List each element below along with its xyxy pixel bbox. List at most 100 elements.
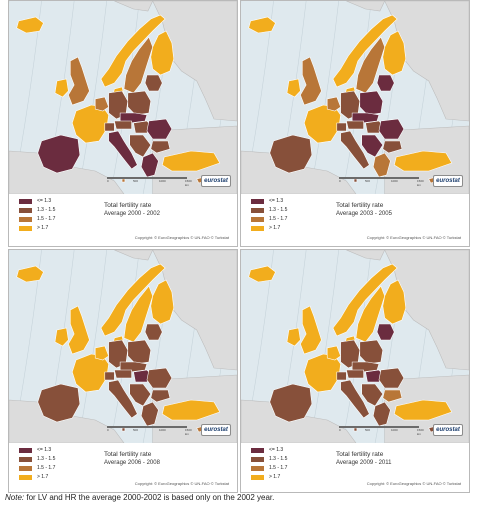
scale-tick: 1000 [391, 428, 398, 432]
region-bulgaria [150, 389, 171, 403]
region-ch [104, 122, 115, 132]
map-period: Average 2009 - 2011 [336, 460, 392, 466]
region-italy [340, 379, 370, 419]
region-finland [150, 279, 175, 325]
region-greece [140, 401, 159, 427]
legend-item: > 1.7 [19, 225, 89, 233]
legend-item: 1.3 - 1.5 [19, 456, 89, 464]
scale-tick: 1500 km [417, 428, 424, 436]
region-romania [146, 118, 173, 140]
eurostat-logo: eurostat [433, 424, 463, 436]
scale-line [107, 177, 187, 179]
region-bulgaria [382, 389, 403, 403]
region-ch [336, 371, 347, 381]
scale-tick: 1500 km [185, 179, 192, 187]
scale-tick: 0 [339, 428, 341, 432]
scale-tick: 1000 [159, 179, 166, 183]
region-turkey [393, 399, 453, 421]
region-baltics [376, 323, 395, 341]
map-svg [9, 1, 237, 194]
region-malta [353, 178, 358, 183]
region-benelux [94, 345, 109, 361]
region-ireland [286, 327, 301, 347]
copyright-text: Copyright: © EuroGeographics © UN-FAO © … [366, 481, 461, 486]
region-finland [150, 30, 175, 76]
region-iberia [37, 383, 81, 423]
scale-tick: 500 [133, 179, 139, 183]
legend-label: 1.3 - 1.5 [37, 456, 56, 462]
region-bulgaria [150, 140, 171, 154]
legend-item: <= 1.3 [19, 198, 89, 206]
region-poland [127, 339, 152, 365]
legend-swatch [19, 475, 32, 480]
legend-label: 1.5 - 1.7 [37, 216, 56, 222]
non-eu-land [114, 250, 154, 261]
region-malta [121, 178, 126, 183]
legend-label: <= 1.3 [37, 198, 52, 204]
region-finland [382, 30, 407, 76]
map-title: Total fertility rate [336, 451, 384, 458]
scale-tick: 500 [365, 179, 371, 183]
region-turkey [161, 150, 221, 172]
region-ch [104, 371, 115, 381]
legend-label: 1.3 - 1.5 [37, 207, 56, 213]
legend-swatch [19, 217, 32, 222]
region-romania [378, 118, 405, 140]
legend-label: > 1.7 [269, 474, 281, 480]
legend-item: > 1.7 [19, 474, 89, 482]
eurostat-logo: eurostat [201, 424, 231, 436]
region-iceland [16, 265, 44, 283]
region-poland [359, 339, 384, 365]
scale-line [107, 426, 187, 428]
legend-item: 1.3 - 1.5 [19, 207, 89, 215]
legend-item: > 1.7 [251, 474, 321, 482]
legend-swatch [19, 448, 32, 453]
region-benelux [326, 96, 341, 112]
copyright-text: Copyright: © EuroGeographics © UN-FAO © … [366, 235, 461, 240]
region-at [346, 369, 364, 379]
region-balkans [129, 134, 152, 158]
eurostat-logo: eurostat [201, 175, 231, 187]
map-svg [241, 1, 469, 194]
legend-swatch [251, 208, 264, 213]
legend-item: 1.5 - 1.7 [251, 216, 321, 224]
non-eu-land [114, 1, 154, 12]
legend-swatch [251, 466, 264, 471]
scale-tick: 1000 [391, 179, 398, 183]
legend: <= 1.3 1.3 - 1.5 1.5 - 1.7 > 1.7 [251, 447, 321, 483]
region-iberia [269, 383, 313, 423]
legend-label: <= 1.3 [269, 198, 284, 204]
map-panel-3: 0 500 1000 1500 km eurostat <= 1.3 1.3 - 1.5… [8, 249, 238, 493]
region-norway [100, 14, 166, 88]
region-ireland [54, 327, 69, 347]
region-bulgaria [382, 140, 403, 154]
legend-swatch [19, 457, 32, 462]
region-iceland [16, 16, 44, 34]
legend-item: 1.3 - 1.5 [251, 207, 321, 215]
legend-item: <= 1.3 [251, 447, 321, 455]
footnote-text: for LV and HR the average 2000-2002 is b… [24, 493, 275, 502]
region-baltics [144, 323, 163, 341]
europe-map: 0 500 1000 1500 km eurostat [241, 250, 469, 443]
region-italy [340, 130, 370, 170]
europe-map: 0 500 1000 1500 km eurostat [9, 250, 237, 443]
legend-label: 1.5 - 1.7 [37, 465, 56, 471]
region-uk [300, 56, 322, 106]
scale-bar: 0 500 1000 1500 km [107, 426, 192, 436]
map-panel-1: 0 500 1000 1500 km eurostat <= 1.3 1.3 - 1.5… [8, 0, 238, 247]
legend: <= 1.3 1.3 - 1.5 1.5 - 1.7 > 1.7 [19, 447, 89, 483]
scale-tick: 0 [107, 179, 109, 183]
region-norway [332, 14, 398, 88]
region-norway [100, 263, 166, 337]
legend-item: 1.5 - 1.7 [251, 465, 321, 473]
non-eu-land [346, 1, 386, 12]
region-finland [382, 279, 407, 325]
legend-label: > 1.7 [269, 225, 281, 231]
legend-swatch [19, 466, 32, 471]
europe-map: 0 500 1000 1500 km eurostat [9, 1, 237, 194]
region-uk [68, 56, 90, 106]
region-balkans [361, 134, 384, 158]
region-ireland [54, 78, 69, 98]
legend: <= 1.3 1.3 - 1.5 1.5 - 1.7 > 1.7 [251, 198, 321, 234]
map-svg [9, 250, 237, 443]
